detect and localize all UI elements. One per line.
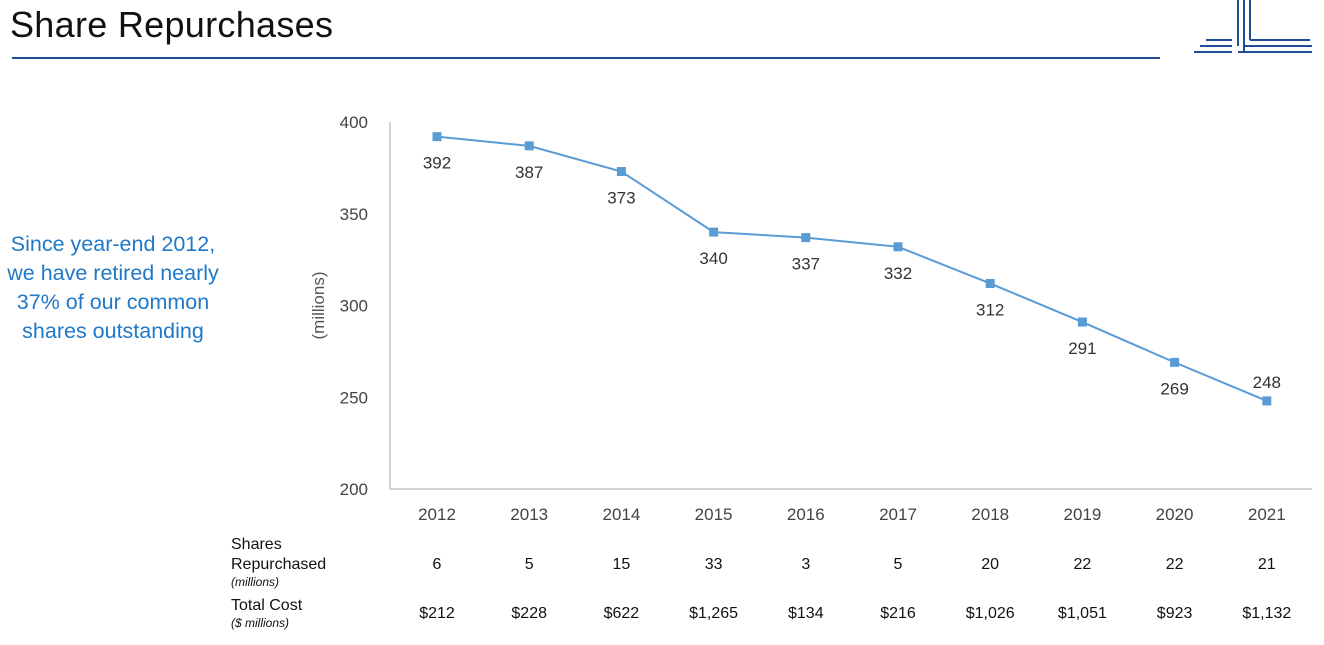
data-point-marker <box>1262 396 1272 406</box>
data-label: 312 <box>976 300 1004 319</box>
data-label: 291 <box>1068 339 1096 358</box>
title-underline <box>12 57 1160 59</box>
table-cell: 22 <box>1073 556 1092 573</box>
table-cell: 20 <box>981 556 1000 573</box>
table-cell: $923 <box>1156 605 1193 622</box>
table-cell: 15 <box>612 556 631 573</box>
table-cell: $212 <box>419 605 455 622</box>
table-row-label: Total Cost ($ millions) <box>231 596 371 630</box>
table-cell: $216 <box>880 605 916 622</box>
data-point-marker <box>985 278 995 288</box>
data-point-marker <box>893 242 903 252</box>
table-cell: 33 <box>704 556 723 573</box>
data-label: 269 <box>1160 379 1188 398</box>
data-point-marker <box>1170 357 1180 367</box>
table-cell: 21 <box>1257 556 1276 573</box>
table-cell: $134 <box>788 605 824 622</box>
x-tick-label: 2021 <box>1248 505 1286 524</box>
table-row-label: Shares Repurchased (millions) <box>231 535 351 589</box>
share-count-line-chart: 200 250 300 350 400 (millions) 2012 2013 2014 201… <box>309 113 1312 524</box>
page-title: Share Repurchases <box>10 4 334 45</box>
data-label: 387 <box>515 163 543 182</box>
x-tick-label: 2017 <box>879 505 917 524</box>
data-label: 340 <box>699 249 727 268</box>
x-tick-label: 2016 <box>787 505 825 524</box>
data-point-marker <box>709 227 719 237</box>
data-point-marker <box>432 132 442 142</box>
table-cell: 5 <box>524 556 534 573</box>
row-unit-text: (millions) <box>231 575 279 589</box>
table-cell: 6 <box>432 556 442 573</box>
callout-text: Since year-end 2012, we have retired nea… <box>7 232 219 343</box>
table-cell: 5 <box>893 556 903 573</box>
data-label: 373 <box>607 189 635 208</box>
x-tick-label: 2020 <box>1156 505 1194 524</box>
data-point-marker <box>616 167 626 177</box>
y-tick-label: 200 <box>340 480 368 499</box>
table-cell: 3 <box>801 556 811 573</box>
row-label-text: Total Cost <box>231 597 303 614</box>
table-cell: $622 <box>603 605 640 622</box>
table-cell: $1,132 <box>1242 605 1292 622</box>
y-axis-label: (millions) <box>309 272 328 340</box>
y-tick-label: 300 <box>340 297 368 316</box>
table-cell: $228 <box>511 605 547 622</box>
y-tick-label: 350 <box>340 205 368 224</box>
row-unit-text: ($ millions) <box>231 616 290 630</box>
table-cell: $1,051 <box>1057 605 1107 622</box>
x-tick-label: 2012 <box>418 505 456 524</box>
x-tick-label: 2013 <box>510 505 548 524</box>
table-cell: 22 <box>1165 556 1184 573</box>
data-label: 392 <box>423 154 451 173</box>
data-point-marker <box>801 233 811 243</box>
series-line <box>436 135 1268 402</box>
data-label: 248 <box>1253 373 1281 392</box>
x-tick-label: 2015 <box>695 505 733 524</box>
table-cell: $1,265 <box>689 605 739 622</box>
data-label: 332 <box>884 264 912 283</box>
x-tick-label: 2019 <box>1063 505 1101 524</box>
company-logo-icon <box>1194 0 1312 53</box>
table-cell: $1,026 <box>965 605 1015 622</box>
data-label: 337 <box>792 255 820 274</box>
data-point-marker <box>524 141 534 151</box>
y-tick-label: 400 <box>340 113 368 132</box>
row-label-text: Shares Repurchased <box>231 536 327 573</box>
x-tick-label: 2014 <box>602 505 640 524</box>
data-point-marker <box>1077 317 1087 327</box>
y-tick-label: 250 <box>340 388 368 407</box>
x-tick-label: 2018 <box>971 505 1009 524</box>
